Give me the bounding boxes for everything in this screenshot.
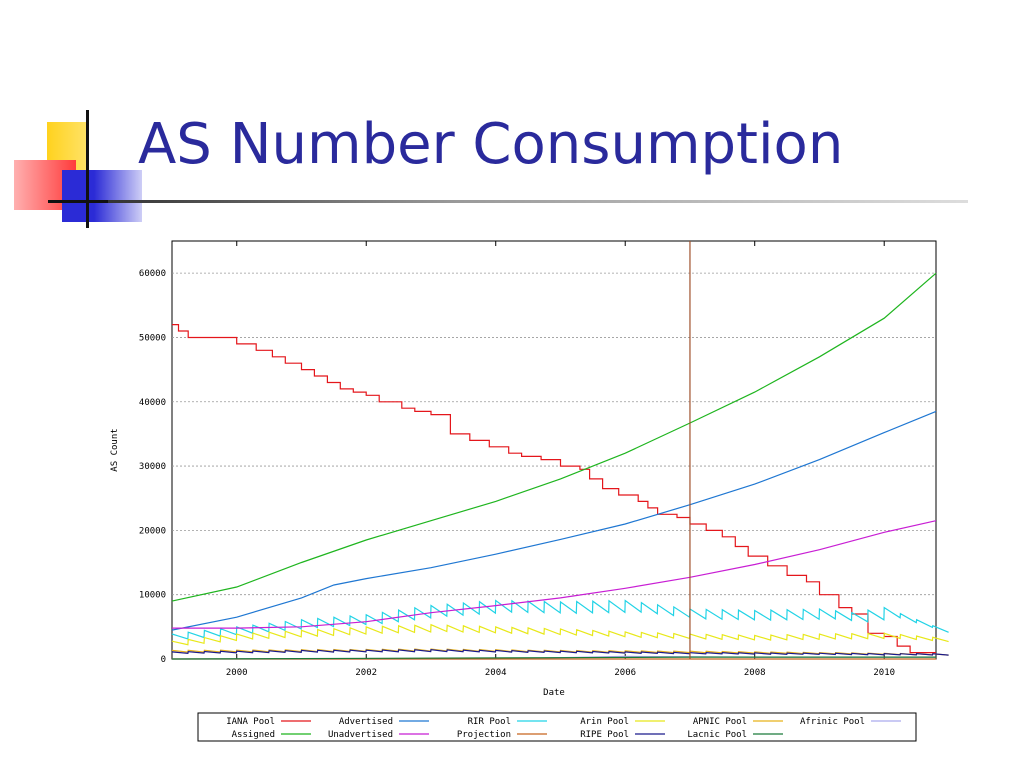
x-tick-label: 2000	[226, 668, 248, 678]
y-tick-label: 0	[161, 655, 166, 665]
legend-label: Arin Pool	[580, 717, 629, 727]
x-axis-label: Date	[543, 688, 565, 698]
plot-frame	[171, 240, 937, 660]
blue-square	[62, 170, 142, 222]
legend-label: Projection	[457, 730, 511, 740]
series-line	[171, 656, 936, 660]
legend-label: APNIC Pool	[693, 717, 747, 727]
legend-label: IANA Pool	[226, 717, 275, 727]
series-line	[171, 599, 949, 640]
horizontal-rule	[48, 200, 108, 203]
corner-decoration	[0, 100, 150, 240]
x-tick-label: 2004	[485, 668, 507, 678]
series-line	[172, 520, 937, 629]
series-line	[171, 272, 937, 602]
slide-title: AS Number Consumption	[138, 112, 844, 177]
y-axis-label: AS Count	[110, 428, 120, 471]
y-tick-label: 40000	[139, 398, 166, 408]
legend-label: Assigned	[232, 730, 275, 740]
legend-label: Advertised	[339, 717, 393, 727]
legend-label: Unadvertised	[328, 730, 393, 740]
series-line	[171, 410, 937, 631]
x-tick-label: 2008	[744, 668, 766, 678]
legend-label: RIPE Pool	[580, 730, 629, 740]
y-tick-label: 30000	[139, 462, 166, 472]
y-tick-label: 50000	[139, 333, 166, 343]
legend-label: Afrinic Pool	[800, 717, 865, 727]
vertical-rule	[86, 110, 89, 228]
legend-label: Lacnic Pool	[687, 730, 747, 740]
series-line	[171, 623, 949, 646]
legend-box	[197, 712, 917, 742]
x-tick-label: 2006	[614, 668, 636, 678]
y-tick-label: 10000	[139, 591, 166, 601]
series-line	[172, 324, 936, 654]
x-tick-label: 2010	[873, 668, 895, 678]
x-tick-label: 2002	[355, 668, 377, 678]
legend-label: RIR Pool	[468, 717, 511, 727]
y-tick-label: 60000	[139, 269, 166, 279]
series-line	[171, 649, 949, 656]
title-underline	[108, 200, 968, 203]
y-tick-label: 20000	[139, 526, 166, 536]
